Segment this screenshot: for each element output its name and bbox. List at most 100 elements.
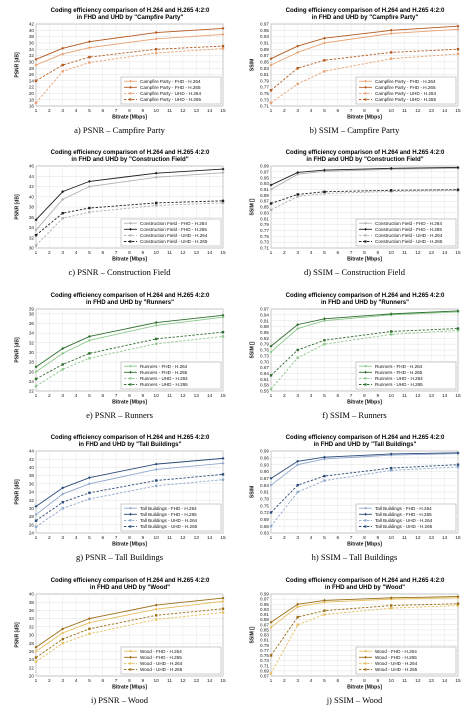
data-point <box>296 615 299 618</box>
data-point <box>34 384 38 388</box>
x-tick-label: 1 <box>270 250 273 256</box>
x-tick-label: 9 <box>377 393 380 399</box>
x-tick-label: 10 <box>154 535 160 541</box>
data-point <box>34 79 38 82</box>
x-tick-label: 2 <box>48 535 51 541</box>
x-tick-label: 14 <box>442 393 448 399</box>
x-tick-label: 3 <box>296 250 299 256</box>
x-tick-label: 11 <box>402 393 407 399</box>
data-point <box>34 57 38 61</box>
data-point <box>155 484 158 488</box>
y-tick-label: 34 <box>29 616 35 621</box>
legend-label: Runners - FHD - H.264 <box>140 364 188 369</box>
x-tick-label: 12 <box>415 108 421 114</box>
x-tick-label: 8 <box>128 677 131 683</box>
chart-svg: Coding efficiency comparison of H.264 an… <box>15 149 226 263</box>
legend-marker <box>129 85 132 89</box>
y-axis-label: SSIM [] <box>250 199 256 216</box>
data-point <box>61 631 65 635</box>
chart-panel: Coding efficiency comparison of H.264 an… <box>247 574 462 710</box>
y-tick-label: 36 <box>29 321 35 326</box>
data-point <box>269 57 273 61</box>
y-tick-label: 0.78 <box>260 497 269 502</box>
y-tick-label: 0.94 <box>260 312 269 317</box>
x-tick-label: 2 <box>283 250 286 256</box>
y-tick-label: 0.91 <box>260 187 269 192</box>
x-axis-label: Bitrate [Mbps] <box>112 115 147 121</box>
y-tick-label: 20 <box>29 91 35 96</box>
y-tick-label: 0.75 <box>260 653 269 658</box>
x-axis-label: Bitrate [Mbps] <box>112 684 147 690</box>
data-point <box>296 171 300 175</box>
x-tick-label: 7 <box>350 250 353 256</box>
y-tick-label: 0.87 <box>260 53 269 58</box>
legend-marker <box>129 513 132 516</box>
data-point <box>221 171 225 175</box>
y-tick-label: 0.77 <box>260 228 269 233</box>
x-axis-label: Bitrate [Mbps] <box>112 257 147 263</box>
data-point <box>61 367 64 371</box>
y-tick-label: 34 <box>29 225 35 230</box>
legend-label: Tall Buildings - UHD - H.264 <box>140 518 198 523</box>
legend-label: Wood - UHD - H.264 <box>375 661 418 666</box>
chart-title: Coding efficiency comparison of H.264 an… <box>286 149 445 163</box>
data-point <box>88 356 91 360</box>
data-point <box>296 602 300 606</box>
x-tick-label: 2 <box>283 393 286 399</box>
figure-caption: j) SSIM – Wood <box>326 694 383 705</box>
x-tick-label: 4 <box>310 535 313 541</box>
legend-marker <box>364 655 367 659</box>
data-point <box>34 365 38 369</box>
legend-marker <box>129 228 132 232</box>
data-point <box>61 70 64 73</box>
data-point <box>34 655 38 659</box>
chart-title: Coding efficiency comparison of H.264 an… <box>286 7 445 21</box>
legend-marker <box>364 234 367 237</box>
data-point <box>155 51 158 55</box>
y-tick-label: 0.83 <box>260 211 269 216</box>
legend-marker <box>129 79 132 83</box>
x-tick-label: 14 <box>442 250 448 256</box>
legend-label: Runners - FHD - H.264 <box>375 364 423 369</box>
x-tick-label: 7 <box>115 677 118 683</box>
data-point <box>154 176 158 180</box>
legend-marker <box>129 92 132 95</box>
x-tick-label: 1 <box>35 535 38 541</box>
legend: Construction Field - FHD - H.264Construc… <box>120 219 222 247</box>
data-point <box>221 461 225 465</box>
legend-label: Wood - UHD - H.265 <box>375 667 418 672</box>
x-tick-label: 9 <box>377 677 380 683</box>
data-point <box>456 465 460 469</box>
y-tick-label: 40 <box>29 465 35 470</box>
y-tick-label: 0.81 <box>260 490 269 495</box>
legend-marker <box>129 519 132 522</box>
x-tick-label: 8 <box>363 108 366 114</box>
legend-box <box>355 646 457 674</box>
y-tick-label: 0.87 <box>260 476 269 481</box>
x-tick-label: 13 <box>429 535 435 541</box>
legend-label: Wood - FHD - H.264 <box>140 648 182 653</box>
data-point <box>34 377 38 380</box>
data-point <box>155 613 158 617</box>
y-tick-label: 0.85 <box>260 627 269 632</box>
legend-marker <box>129 234 132 237</box>
y-tick-label: 36 <box>29 482 35 487</box>
y-tick-label: 0.84 <box>260 483 269 488</box>
data-point <box>456 24 460 28</box>
legend-label: Campfire Party - UHD - H.264 <box>375 91 436 96</box>
data-point <box>323 70 326 73</box>
y-tick-label: 26 <box>29 72 35 77</box>
x-tick-label: 13 <box>429 108 435 114</box>
legend-marker <box>129 661 132 665</box>
legend-label: Tall Buildings - FHD - H.265 <box>140 512 197 517</box>
y-tick-label: 0.69 <box>260 668 269 673</box>
y-tick-label: 0.77 <box>260 648 269 653</box>
x-tick-label: 15 <box>220 108 226 114</box>
x-axis-label: Bitrate [Mbps] <box>347 684 382 690</box>
data-point <box>61 507 64 510</box>
x-tick-label: 3 <box>61 250 64 256</box>
figure-caption: d) SSIM – Construction Field <box>303 267 406 278</box>
y-axis-label: SSIM <box>250 59 256 71</box>
